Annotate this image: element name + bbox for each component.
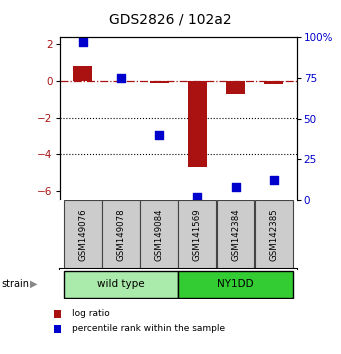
Text: GSM142385: GSM142385 bbox=[269, 208, 278, 261]
Point bbox=[195, 194, 200, 200]
Bar bbox=[64, 270, 178, 298]
Bar bbox=[255, 200, 293, 269]
Point bbox=[118, 75, 123, 81]
Bar bbox=[178, 200, 216, 269]
Text: GSM141569: GSM141569 bbox=[193, 208, 202, 261]
Bar bbox=[73, 66, 92, 81]
Text: NY1DD: NY1DD bbox=[217, 279, 254, 289]
Bar bbox=[140, 200, 178, 269]
Bar bbox=[217, 200, 254, 269]
Bar bbox=[226, 81, 245, 94]
Point bbox=[80, 39, 85, 45]
Text: GSM142384: GSM142384 bbox=[231, 208, 240, 261]
Text: GSM149076: GSM149076 bbox=[78, 208, 87, 261]
Text: strain: strain bbox=[2, 279, 30, 289]
Bar bbox=[188, 81, 207, 167]
Bar bbox=[149, 81, 168, 83]
Bar bbox=[178, 270, 293, 298]
Text: ▶: ▶ bbox=[30, 279, 38, 289]
Point bbox=[271, 178, 277, 183]
Text: GSM149078: GSM149078 bbox=[116, 208, 125, 261]
Bar bbox=[102, 200, 140, 269]
Text: GSM149084: GSM149084 bbox=[154, 208, 164, 261]
Bar bbox=[64, 200, 102, 269]
Text: percentile rank within the sample: percentile rank within the sample bbox=[72, 324, 225, 333]
Text: GDS2826 / 102a2: GDS2826 / 102a2 bbox=[109, 12, 232, 27]
Text: log ratio: log ratio bbox=[72, 309, 109, 318]
Point bbox=[156, 132, 162, 138]
Text: wild type: wild type bbox=[97, 279, 145, 289]
Point bbox=[233, 184, 238, 190]
Bar bbox=[264, 81, 283, 84]
